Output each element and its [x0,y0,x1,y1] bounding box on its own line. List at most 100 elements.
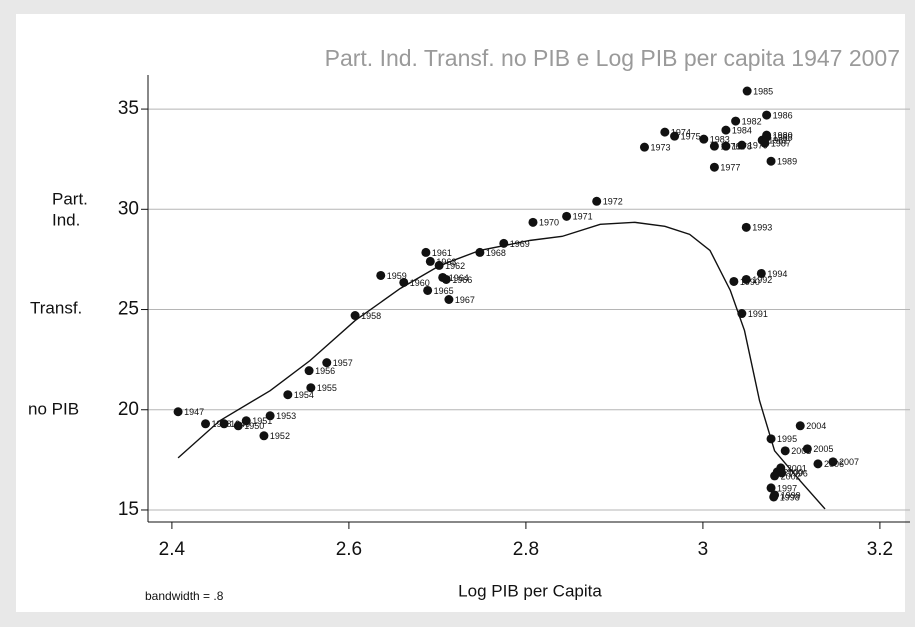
point-label: 1956 [315,366,335,376]
point-label: 1984 [732,125,752,135]
point-label: 2007 [839,457,859,467]
point [742,86,752,96]
point-label: 1998 [780,492,800,502]
point-label: 1950 [244,421,264,431]
point-label: 1981 [768,136,788,146]
point [770,471,780,481]
point-label: 1963 [436,257,456,267]
x-tick-label: 2.8 [513,539,539,560]
point-label: 1964 [449,273,469,283]
point-label: 2000 [783,467,803,477]
point [721,125,731,135]
point-label: 2002 [781,471,801,481]
point [265,411,275,421]
point [741,222,751,232]
y-axis-label: Ind. [52,210,80,229]
chart-title: Part. Ind. Transf. no PIB e Log PIB per … [325,45,900,71]
x-tick-label: 2.4 [159,539,186,560]
point [475,247,485,257]
point [731,116,741,126]
point [376,270,386,280]
point [795,421,805,431]
point [399,277,409,287]
point [322,358,332,368]
point [425,256,435,266]
point [660,127,670,137]
point [306,383,316,393]
point-label: 1989 [777,157,797,167]
point [499,238,509,248]
point [741,274,751,284]
y-axis-label: no PIB [28,399,79,418]
point [699,134,709,144]
point-label: 1983 [710,135,730,145]
point [729,276,739,286]
point [721,141,731,151]
point-label: 1987 [771,139,791,149]
point-label: 1971 [573,212,593,222]
point [756,268,766,278]
point-label: 1988 [773,133,793,143]
point [259,431,269,441]
point [770,490,780,500]
x-tick-label: 3.2 [867,539,893,560]
point-label: 2003 [791,446,811,456]
point-label: 1982 [742,116,762,126]
y-axis-label: Transf. [30,298,82,317]
point [802,444,812,454]
point-label: 1957 [333,358,353,368]
point [201,419,211,429]
point-label: 1947 [184,407,204,417]
point [828,457,838,467]
point [233,421,243,431]
point-label: 1954 [294,390,314,400]
point [737,140,747,150]
point-label: 1995 [777,434,797,444]
point [780,446,790,456]
point [709,141,719,151]
panel [16,14,905,612]
point-label: 2001 [787,463,807,473]
point-label: 1977 [720,163,740,173]
point-label: 1986 [773,110,793,120]
x-tick-label: 2.6 [336,539,362,560]
point [528,217,538,227]
fit-line [177,221,826,510]
point [670,131,680,141]
point [173,407,183,417]
note: bandwidth = .8 [145,589,224,603]
point [423,285,433,295]
point-label: 1965 [434,286,454,296]
point-label: 1991 [748,309,768,319]
point-label: 1970 [539,218,559,228]
point-label: 1999 [781,490,801,500]
point [304,366,314,376]
point-label: 1960 [410,278,430,288]
point [737,309,747,319]
point [434,260,444,270]
point-label: 1962 [445,261,465,271]
point [639,142,649,152]
point [766,434,776,444]
point-label: 1993 [752,223,772,233]
point-label: 1952 [270,431,290,441]
point-label: 1985 [753,86,773,96]
point [762,110,772,120]
point-label: 1997 [777,483,797,493]
x-tick-label: 3 [698,539,709,560]
y-tick-label: 15 [118,499,139,520]
point-label: 1974 [671,128,691,138]
point-label: 1961 [432,248,452,258]
point-label: 1951 [252,416,272,426]
point [241,416,251,426]
point [776,463,786,473]
point [813,459,823,469]
point [709,162,719,172]
point-label: 1980 [773,131,793,141]
y-tick-label: 25 [118,299,139,320]
point-label: 1969 [510,239,530,249]
point [766,156,776,166]
point-label: 2004 [806,421,826,431]
point [562,211,572,221]
